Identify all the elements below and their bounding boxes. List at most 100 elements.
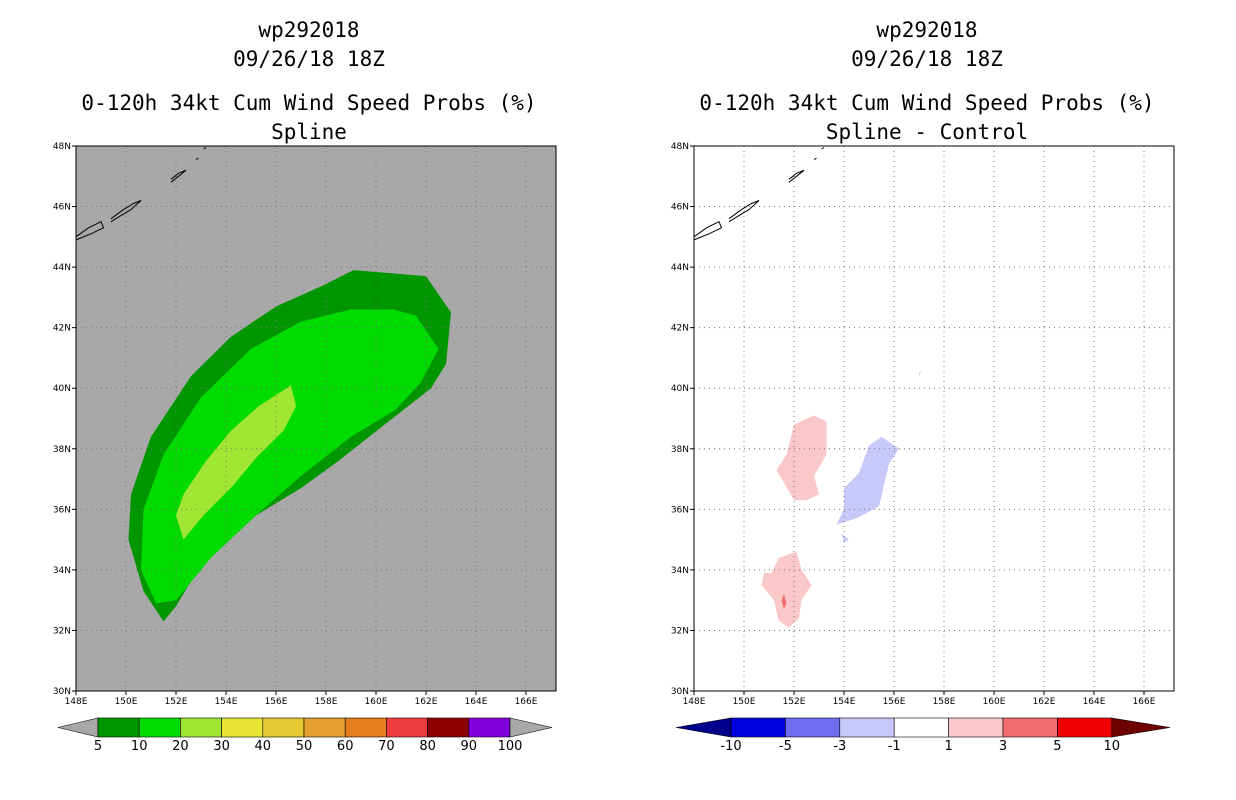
storm-id: wp292018 — [876, 18, 978, 42]
lat-tick-label: 36N — [671, 505, 689, 515]
lat-tick-label: 30N — [671, 687, 689, 697]
lat-tick-label: 42N — [53, 324, 71, 334]
colorbar-swatch — [262, 717, 305, 738]
colorbar-swatch — [344, 717, 387, 738]
lon-tick-label: 154E — [215, 697, 238, 707]
lon-tick-label: 156E — [265, 697, 288, 707]
colorbar-label: 5 — [94, 739, 102, 754]
lat-tick-label: 36N — [53, 505, 71, 515]
colorbar-label: -10 — [720, 739, 741, 754]
left-panel: wp292018 09/26/18 18Z 0-120h 34kt Cum Wi… — [53, 18, 557, 754]
lon-tick-label: 162E — [415, 697, 438, 707]
coastline-2 — [170, 169, 187, 183]
colorbar-label: 50 — [296, 739, 313, 754]
coastline-2 — [788, 169, 805, 183]
lat-tick-label: 44N — [53, 263, 71, 273]
coastline-1 — [728, 200, 760, 223]
lat-tick-label: 34N — [53, 566, 71, 576]
storm-id: wp292018 — [258, 18, 360, 42]
lat-tick-label: 38N — [53, 445, 71, 455]
colorbar-swatch — [386, 717, 428, 738]
colorbar-swatch — [839, 717, 895, 738]
contour-region-5 — [781, 594, 787, 610]
colorbar-label: 5 — [1053, 739, 1061, 754]
lon-tick-label: 154E — [833, 697, 856, 707]
lon-tick-label: 152E — [783, 697, 806, 707]
colorbar-label: 10 — [131, 739, 148, 754]
contour-region-2 — [841, 533, 849, 543]
colorbar-label: 90 — [461, 739, 478, 754]
plot-frame — [75, 145, 557, 692]
coastline-4 — [821, 147, 825, 150]
lon-tick-label: 160E — [983, 697, 1006, 707]
datetime: 09/26/18 18Z — [851, 47, 1003, 71]
lat-tick-label: 42N — [671, 324, 689, 334]
coastline-3 — [195, 157, 199, 161]
chart-subtitle: Spline - Control — [825, 120, 1029, 144]
colorbar-swatch — [893, 717, 949, 738]
lon-tick-label: 164E — [1083, 697, 1106, 707]
colorbar-swatch — [303, 717, 346, 738]
lat-tick-label: 32N — [53, 626, 71, 636]
lat-tick-label: 40N — [671, 384, 689, 394]
right-panel: wp292018 09/26/18 18Z 0-120h 34kt Cum Wi… — [618, 0, 1236, 800]
chart-title: 0-120h 34kt Cum Wind Speed Probs (%) — [699, 91, 1155, 115]
lat-tick-label: 38N — [671, 445, 689, 455]
colorbar-end-low — [675, 717, 732, 738]
colorbar-label: 1 — [944, 739, 952, 754]
colorbar-label: 30 — [213, 739, 230, 754]
lon-tick-label: 148E — [65, 697, 88, 707]
colorbar-label: 60 — [337, 739, 354, 754]
colorbar-end-high — [509, 717, 553, 738]
contour-region-3 — [919, 370, 922, 377]
lon-tick-label: 166E — [515, 697, 538, 707]
colorbar-swatch — [97, 717, 140, 738]
coastline-4 — [203, 147, 207, 150]
contour-region-2 — [176, 385, 296, 540]
lat-tick-label: 40N — [53, 384, 71, 394]
lon-tick-label: 150E — [733, 697, 756, 707]
lon-tick-label: 158E — [933, 697, 956, 707]
colorbar-swatch — [948, 717, 1004, 738]
lon-tick-label: 150E — [115, 697, 138, 707]
chart-title: 0-120h 34kt Cum Wind Speed Probs (%) — [81, 91, 537, 115]
contour-region-0 — [776, 415, 827, 501]
lon-tick-label: 162E — [1033, 697, 1056, 707]
colorbar-label: 40 — [255, 739, 272, 754]
lon-tick-label: 160E — [365, 697, 388, 707]
lat-tick-label: 48N — [671, 142, 689, 152]
map-background — [694, 146, 1174, 691]
coastline-0 — [693, 221, 723, 241]
colorbar-label: 70 — [378, 739, 395, 754]
coastline-1 — [110, 200, 142, 223]
map-plot-spline: 148E 150E 152E 154E 156E 158E 160E 162E 164E 166E… — [53, 142, 557, 754]
colorbar-label: -1 — [888, 739, 901, 754]
colorbar-swatch — [468, 717, 511, 738]
plot-frame — [693, 145, 1175, 692]
contour-region-4 — [761, 551, 812, 628]
lat-tick-label: 34N — [671, 566, 689, 576]
colorbar-swatch — [427, 717, 470, 738]
lat-tick-label: 32N — [671, 626, 689, 636]
datetime: 09/26/18 18Z — [233, 47, 385, 71]
colorbar-swatch — [730, 717, 786, 738]
coastline-0 — [75, 221, 105, 241]
lat-tick-label: 46N — [671, 203, 689, 213]
lon-tick-label: 166E — [1133, 697, 1156, 707]
lon-tick-label: 156E — [883, 697, 906, 707]
lon-tick-label: 164E — [465, 697, 488, 707]
lat-tick-label: 48N — [53, 142, 71, 152]
colorbar-end-high — [1111, 717, 1171, 738]
coastline-3 — [813, 157, 817, 161]
colorbar-label: 20 — [172, 739, 189, 754]
colorbar-swatch — [180, 717, 222, 738]
colorbar-swatch — [138, 717, 181, 738]
colorbar-swatch — [221, 717, 264, 738]
chart-subtitle: Spline — [271, 120, 347, 144]
map-plot-spline-control: 148E 150E 152E 154E 156E 158E 160E 162E 164E 166E… — [671, 142, 1175, 754]
contour-region-1 — [141, 309, 439, 604]
colorbar-swatch — [1057, 717, 1113, 738]
lon-tick-label: 158E — [315, 697, 338, 707]
colorbar-label: -3 — [833, 739, 846, 754]
colorbar-swatch — [1002, 717, 1058, 738]
